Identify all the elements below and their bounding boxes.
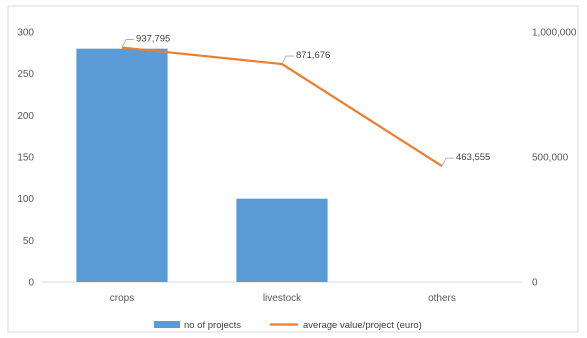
line-series: 937,795 871,676 463,555 [121, 34, 490, 168]
legend-label: no of projects [184, 320, 241, 331]
x-tick-label: livestock [263, 293, 302, 304]
bar-series [76, 48, 328, 282]
left-tick-label: 150 [17, 153, 34, 164]
legend: no of projects average value/project (eur… [154, 320, 422, 331]
left-tick-label: 100 [17, 194, 34, 205]
bar [76, 48, 168, 282]
bar [236, 198, 328, 282]
right-tick-label: 0 [532, 278, 538, 289]
category-labels: crops livestock others [110, 293, 456, 304]
data-label-leader [281, 55, 294, 65]
data-label-leader [121, 39, 134, 48]
right-tick-label: 1,000,000 [532, 28, 577, 39]
left-tick-label: 200 [17, 111, 34, 122]
data-label: 937,795 [136, 34, 170, 45]
left-tick-label: 250 [17, 69, 34, 80]
left-axis: 0 50 100 150 200 250 300 [17, 28, 34, 289]
right-tick-label: 500,000 [532, 153, 569, 164]
left-tick-label: 300 [17, 28, 34, 39]
legend-swatch-bars [154, 321, 180, 328]
right-axis: 0 500,000 1,000,000 [532, 28, 577, 289]
x-tick-label: crops [110, 293, 134, 304]
x-tick-label: others [428, 293, 456, 304]
data-label: 463,555 [456, 152, 490, 163]
data-label-leader [441, 157, 454, 167]
data-label: 871,676 [296, 50, 330, 61]
left-tick-label: 0 [28, 278, 34, 289]
legend-label: average value/project (euro) [303, 320, 422, 331]
left-tick-label: 50 [23, 236, 35, 247]
